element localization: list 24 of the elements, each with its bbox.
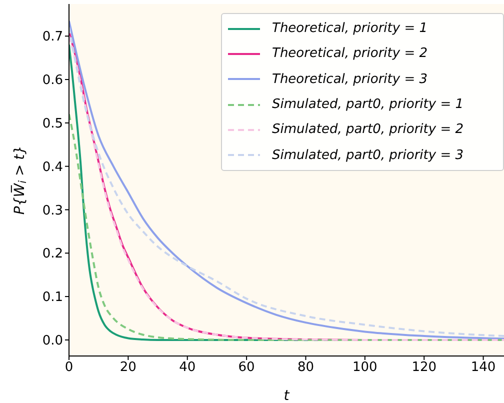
y-tick-label: 0.3 [42, 203, 63, 218]
legend-label: Theoretical, priority = 1 [272, 21, 428, 36]
legend-label: Simulated, part0, priority = 1 [272, 97, 464, 112]
x-tick-label: 100 [352, 360, 378, 376]
legend-label: Theoretical, priority = 2 [272, 46, 428, 62]
x-tick-label: 40 [179, 360, 196, 376]
x-tick-label: 140 [470, 360, 496, 376]
y-tick-label: 0.4 [42, 160, 63, 175]
x-tick-label: 60 [238, 360, 255, 376]
legend-label: Theoretical, priority = 3 [272, 72, 428, 87]
y-tick-label: 0.5 [42, 116, 63, 132]
legend-label: Simulated, part0, priority = 2 [272, 122, 464, 138]
y-tick-label: 0.7 [42, 30, 63, 45]
y-tick-label: 0.6 [42, 73, 63, 88]
x-tick-label: 120 [412, 360, 437, 376]
y-tick-label: 0.0 [42, 334, 63, 349]
x-tick-label: 20 [120, 360, 136, 376]
y-tick-label: 0.2 [42, 246, 63, 262]
x-axis-title: t [284, 388, 290, 403]
x-tick-label: 80 [297, 360, 314, 376]
y-tick-label: 0.1 [42, 290, 63, 306]
line-series [69, 113, 504, 341]
legend-label: Simulated, part0, priority = 3 [272, 148, 464, 163]
x-tick-label: 0 [64, 360, 74, 376]
